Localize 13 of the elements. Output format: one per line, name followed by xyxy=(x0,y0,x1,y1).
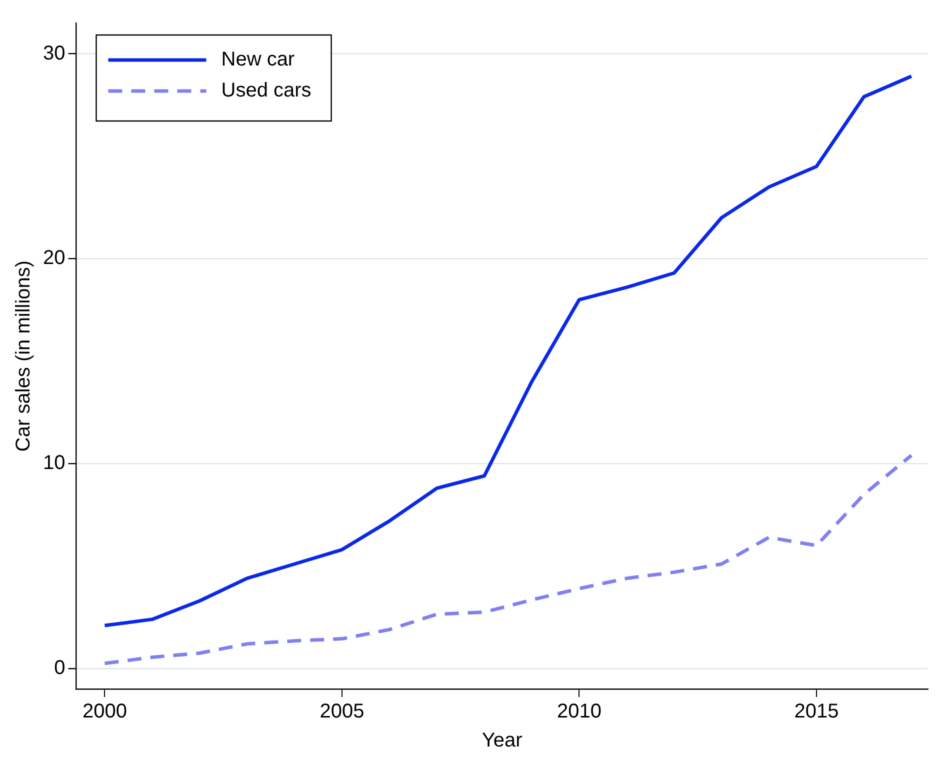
x-tick-label: 2015 xyxy=(794,700,839,723)
x-axis-title: Year xyxy=(482,730,523,752)
y-tick-label: 0 xyxy=(54,657,66,680)
x-tick-label: 2010 xyxy=(556,700,602,723)
line-series xyxy=(102,454,914,666)
x-tick-label: 2005 xyxy=(320,700,364,723)
x-tick-label: 2000 xyxy=(82,700,127,723)
y-tick-label: 30 xyxy=(42,42,66,64)
y-tick-label: 20 xyxy=(42,247,66,270)
legend-label: New car xyxy=(221,48,295,71)
legend-label: Used cars xyxy=(221,80,312,102)
y-axis-title: Car sales (in millions) xyxy=(12,260,35,452)
y-tick-label: 10 xyxy=(42,452,66,474)
